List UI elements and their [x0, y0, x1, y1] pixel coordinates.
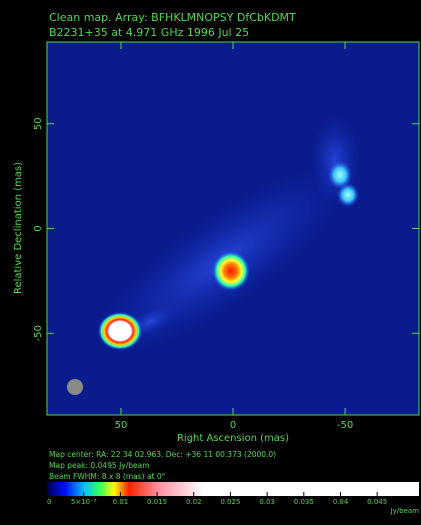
map-note: Map center: RA: 22 34 02.963, Dec: +36 1… [49, 450, 276, 459]
colorbar-label: Jy/beam [390, 507, 420, 515]
beam [67, 379, 83, 395]
subtitle: B2231+35 at 4.971 GHz 1996 Jul 25 [49, 26, 249, 39]
x-tick-label: 0 [230, 420, 236, 431]
colorbar-tick-label: 0.04 [333, 498, 349, 506]
colorbar-tick-label: 0.035 [294, 498, 314, 506]
x-tick-label: 50 [115, 420, 128, 431]
x-tick-label: -50 [337, 420, 353, 431]
y-axis-label: Relative Declination (mas) [13, 162, 24, 294]
colorbar [47, 482, 419, 496]
colorbar-tick-label: 0 [47, 498, 51, 506]
colorbar-tick-label: 0.01 [113, 498, 129, 506]
colorbar-tick-label: 0.03 [259, 498, 275, 506]
component [98, 312, 142, 350]
x-axis-label: Right Ascension (mas) [177, 433, 289, 444]
component [212, 251, 250, 291]
map-note: Map peak: 0.0495 Jy/beam [49, 461, 150, 470]
colorbar-tick-label: 0.025 [220, 498, 240, 506]
y-tick-label: -50 [33, 325, 44, 341]
title: Clean map. Array: BFHKLMNOPSY DfCbKDMT [49, 11, 296, 24]
map-note: Beam FWHM: 8 x 8 (mas) at 0° [49, 472, 166, 481]
y-tick-label: 50 [33, 117, 44, 130]
y-tick-label: 0 [33, 225, 44, 231]
colorbar-tick-label: 0.015 [147, 498, 167, 506]
colorbar-tick-label: 0.045 [367, 498, 387, 506]
component [337, 183, 359, 207]
colorbar-tick-label: 5×10⁻³ [71, 498, 97, 506]
colorbar-tick-label: 0.02 [186, 498, 202, 506]
chart: Clean map. Array: BFHKLMNOPSY DfCbKDMT B… [0, 0, 421, 525]
